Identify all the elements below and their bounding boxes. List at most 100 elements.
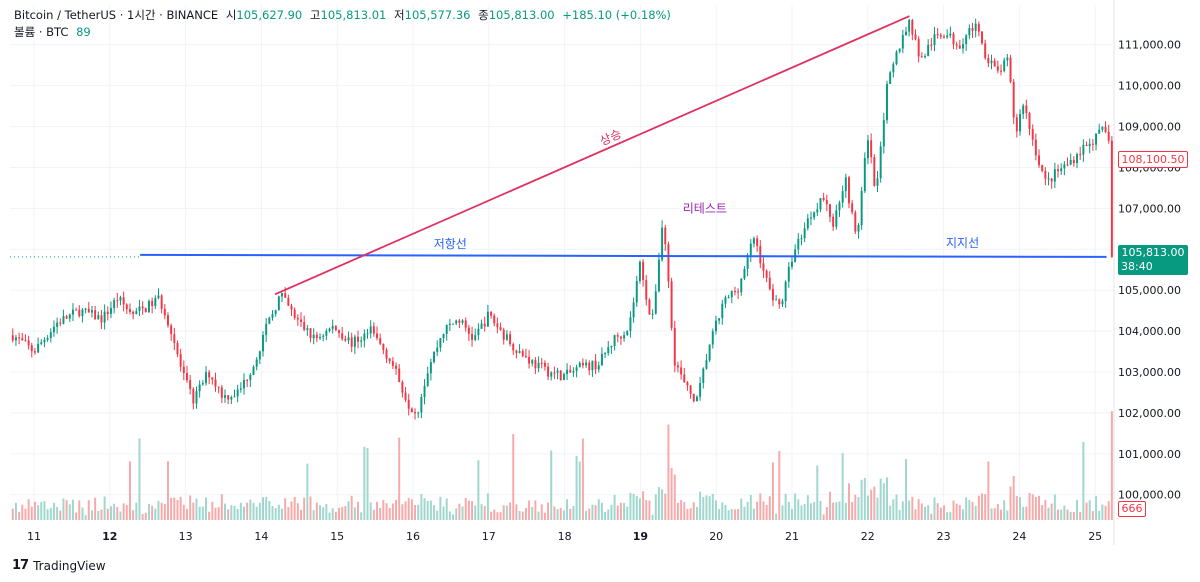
candle-body [287,297,290,306]
candle-body [464,320,467,328]
candle-body [965,35,968,45]
candle-body [1012,81,1015,118]
candle-body [600,353,603,366]
candle-body [62,316,65,324]
volume-bar [166,461,169,520]
candle-body [43,339,46,343]
candle-body [312,334,315,339]
volume-bar [372,509,375,520]
candle-body [905,31,907,36]
candle-body [49,332,52,338]
candle-body [189,380,192,389]
candle-body [971,28,974,31]
volume-bar [1072,512,1075,520]
volume-bar [505,505,508,520]
candle-body [1025,105,1028,114]
candle-body [1072,159,1075,164]
candle-body [328,328,331,331]
volume-bar [803,504,806,520]
volume-bar [1006,510,1009,520]
volume-bar [794,493,797,520]
volume-bar [132,510,135,520]
volume-bar [600,502,603,520]
volume-bar [515,504,518,520]
volume-bar [626,506,629,520]
candle-body [325,330,328,336]
candle-body [224,395,226,398]
candle-body [1006,57,1009,61]
candle-body [439,338,442,348]
candle-body [1003,60,1006,72]
volume-bar [483,506,486,520]
candle-body [651,313,654,315]
candle-body [939,35,942,37]
volume-bar [943,505,945,520]
volume-bar [645,500,648,520]
candle-body [369,326,372,334]
candle-body [778,299,781,305]
volume-bar [18,511,21,520]
volume-bar [581,438,584,520]
candle-body [407,399,410,409]
volume-bar [309,496,312,520]
volume-bar [597,499,600,520]
volume-bar [341,507,344,520]
candle-body [711,331,714,345]
candle-body [486,311,489,327]
candle-body [1057,169,1060,172]
volume-bar [1044,500,1047,520]
price-tick-label: 107,000.00 [1118,202,1181,215]
candle-body [182,366,185,373]
close-value: 105,813.00 [488,8,555,22]
volume-bar [1034,496,1037,520]
volume-bar [752,508,755,520]
volume-bar [227,509,230,520]
candle-body [14,337,17,341]
volume-bar [379,508,382,520]
volume-bar [262,497,264,520]
candle-body [623,335,626,339]
volume-bar [847,483,850,520]
volume-bar [211,501,214,520]
volume-bar [1003,500,1006,520]
volume-bar [1095,496,1098,520]
candle-body [401,381,404,393]
candle-body [572,371,575,373]
volume-bar [322,507,325,520]
candle-body [876,178,879,186]
candle-body [718,318,721,321]
candle-body [784,281,787,302]
candle-body [809,217,812,219]
candle-body [632,302,635,318]
time-tick-label: 20 [709,530,723,543]
candle-body [160,295,163,309]
volume-bar [312,510,315,520]
candle-body [268,317,271,324]
volume-bar [965,497,968,520]
candle-body [1110,140,1113,257]
volume-bar [867,495,869,520]
candle-body [1107,131,1110,141]
symbol-label[interactable]: Bitcoin / TetherUS · 1시간 · BINANCE [14,8,219,22]
time-tick-label: 17 [482,530,496,543]
candle-body [1095,133,1098,145]
volume-bar [1098,510,1101,520]
volume-bar [816,465,819,520]
time-tick-label: 19 [633,530,648,543]
candle-body [1098,129,1101,134]
candle-body [341,333,344,339]
brand-label: TradingView [33,558,106,573]
candle-body [147,300,150,313]
candle-body [740,278,743,293]
tradingview-logo[interactable]: 17 TradingView [12,558,106,573]
volume-label[interactable]: 볼륨 · BTC [14,25,69,39]
volume-bar [233,505,236,520]
volume-bar [179,496,182,520]
candle-body [528,356,531,364]
volume-bar [78,500,81,520]
price-tick-label: 100,000.00 [1118,489,1181,502]
volume-bar [911,496,914,520]
candle-body [414,412,417,414]
volume-bar [730,509,733,520]
